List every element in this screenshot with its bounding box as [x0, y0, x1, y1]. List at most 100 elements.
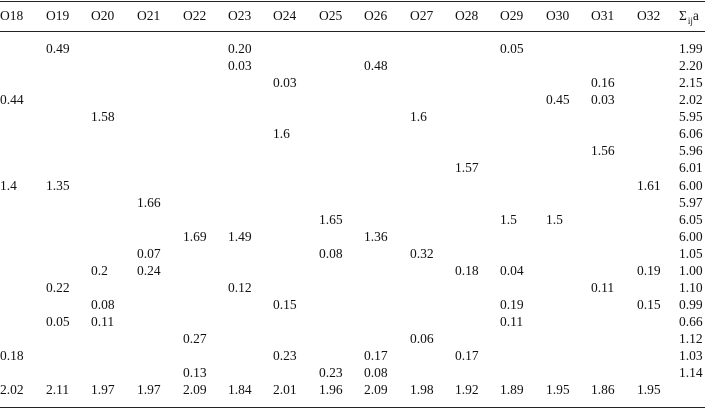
total-cell: 1.92 [455, 382, 479, 397]
table-cell: 0.08 [364, 365, 388, 380]
table-cell: 0.20 [228, 41, 252, 56]
row-sum-cell: 5.95 [679, 109, 703, 124]
table-cell: 1.57 [455, 160, 479, 175]
table-cell: 0.03 [591, 92, 615, 107]
table-cell: 0.23 [319, 365, 343, 380]
sum-symbol: Σ [679, 8, 687, 23]
total-cell: 1.98 [410, 382, 434, 397]
column-header-o23: O23 [228, 8, 252, 23]
table-cell: 0.19 [637, 263, 661, 278]
column-header-o19: O19 [46, 8, 70, 23]
row-sum-cell: 5.97 [679, 195, 703, 210]
top-rule [0, 1, 705, 2]
table-cell: 0.13 [183, 365, 207, 380]
row-sum-cell: 6.05 [679, 212, 703, 227]
row-sum-cell: 1.00 [679, 263, 703, 278]
row-sum-cell: 1.12 [679, 331, 703, 346]
row-sum-cell: 6.06 [679, 126, 703, 141]
table-cell: 1.61 [637, 178, 661, 193]
row-sum-cell: 1.10 [679, 280, 703, 295]
table-cell: 0.03 [273, 75, 297, 90]
table-cell: 0.49 [46, 41, 70, 56]
total-cell: 1.89 [500, 382, 524, 397]
table-cell: 0.08 [91, 297, 115, 312]
table-cell: 0.23 [273, 348, 297, 363]
total-cell: 1.97 [137, 382, 161, 397]
table-cell: 0.48 [364, 58, 388, 73]
table-cell: 1.5 [500, 212, 517, 227]
table-cell: 0.11 [591, 280, 615, 295]
header-rule [0, 31, 705, 32]
column-header-o18: O18 [0, 8, 24, 23]
table-cell: 0.19 [500, 297, 524, 312]
table-cell: 0.17 [364, 348, 388, 363]
column-header-o26: O26 [364, 8, 388, 23]
table-cell: 0.07 [137, 246, 161, 261]
row-sum-cell: 1.03 [679, 348, 703, 363]
total-cell: 2.11 [46, 382, 70, 397]
table-cell: 0.45 [546, 92, 570, 107]
table-cell: 1.35 [46, 178, 70, 193]
row-sum-cell: 5.96 [679, 143, 703, 158]
sum-suffix: a [692, 8, 699, 23]
table-cell: 0.44 [0, 92, 24, 107]
table-cell: 0.03 [228, 58, 252, 73]
row-sum-cell: 2.15 [679, 75, 703, 90]
column-header-o29: O29 [500, 8, 524, 23]
table-cell: 0.18 [455, 263, 479, 278]
table-cell: 1.58 [91, 109, 115, 124]
column-header-o28: O28 [455, 8, 479, 23]
table-cell: 1.49 [228, 229, 252, 244]
table-cell: 0.12 [228, 280, 252, 295]
column-header-o21: O21 [137, 8, 161, 23]
column-header-o24: O24 [273, 8, 297, 23]
row-sum-cell: 6.00 [679, 178, 703, 193]
total-cell: 2.09 [183, 382, 207, 397]
total-cell: 1.96 [319, 382, 343, 397]
table-cell: 0.22 [46, 280, 70, 295]
row-sum-cell: 0.66 [679, 314, 703, 329]
table-cell: 0.08 [319, 246, 343, 261]
table-cell: 1.56 [591, 143, 615, 158]
column-header-o31: O31 [591, 8, 615, 23]
table-cell: 0.16 [591, 75, 615, 90]
table-cell: 0.18 [0, 348, 24, 363]
table-cell: 0.15 [273, 297, 297, 312]
table-cell: 0.06 [410, 331, 434, 346]
table-cell: 1.66 [137, 195, 161, 210]
table-cell: 1.6 [273, 126, 290, 141]
total-cell: 1.86 [591, 382, 615, 397]
table-cell: 0.27 [183, 331, 207, 346]
column-header-o20: O20 [91, 8, 115, 23]
total-cell: 2.01 [273, 382, 297, 397]
table-cell: 0.2 [91, 263, 108, 278]
table-cell: 0.05 [500, 41, 524, 56]
column-header-o27: O27 [410, 8, 434, 23]
bottom-rule [0, 407, 705, 408]
row-sum-cell: 0.99 [679, 297, 703, 312]
row-sum-cell: 2.02 [679, 92, 703, 107]
table-cell: 0.11 [500, 314, 524, 329]
table-cell: 0.17 [455, 348, 479, 363]
total-cell: 1.95 [546, 382, 570, 397]
table-cell: 1.36 [364, 229, 388, 244]
column-header-sum: Σija [679, 8, 699, 26]
column-header-o30: O30 [546, 8, 570, 23]
table-cell: 1.5 [546, 212, 563, 227]
row-sum-cell: 1.99 [679, 41, 703, 56]
sum-subscript: ij [687, 16, 693, 26]
table-cell: 1.65 [319, 212, 343, 227]
table-cell: 1.6 [410, 109, 427, 124]
table-cell: 0.24 [137, 263, 161, 278]
row-sum-cell: 2.20 [679, 58, 703, 73]
table-cell: 0.15 [637, 297, 661, 312]
table-cell: 1.69 [183, 229, 207, 244]
total-cell: 2.09 [364, 382, 388, 397]
row-sum-cell: 6.01 [679, 160, 703, 175]
total-cell: 2.02 [0, 382, 24, 397]
table-cell: 0.05 [46, 314, 70, 329]
table-cell: 0.32 [410, 246, 434, 261]
column-header-o22: O22 [183, 8, 207, 23]
total-cell: 1.97 [91, 382, 115, 397]
